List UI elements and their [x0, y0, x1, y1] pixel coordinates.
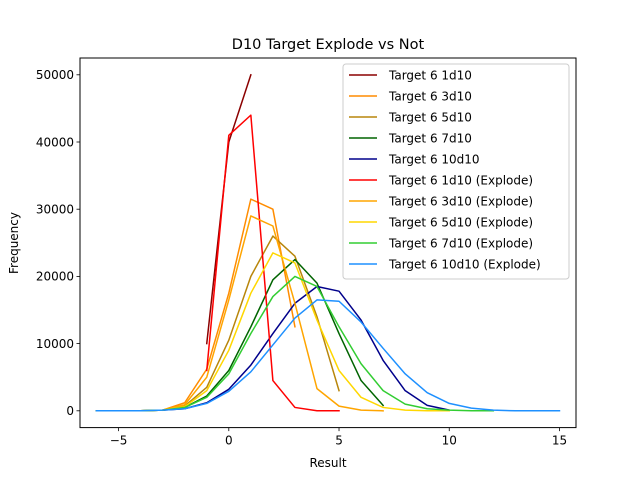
legend-label: Target 6 10d10 (Explode) — [388, 257, 541, 271]
x-tick-label: −5 — [110, 434, 128, 448]
chart-title: D10 Target Explode vs Not — [232, 37, 425, 53]
legend-label: Target 6 1d10 (Explode) — [388, 173, 533, 187]
legend-label: Target 6 7d10 (Explode) — [388, 236, 533, 250]
series-lines — [95, 73, 561, 412]
series-line-6 — [205, 114, 340, 412]
legend-label: Target 6 5d10 — [388, 110, 472, 124]
legend-label: Target 6 10d10 — [388, 152, 480, 166]
legend-label: Target 6 3d10 — [388, 89, 472, 103]
y-tick-label: 10000 — [36, 337, 74, 351]
x-tick-label: 15 — [552, 434, 567, 448]
legend-label: Target 6 5d10 (Explode) — [388, 215, 533, 229]
series-line-3 — [117, 235, 340, 412]
y-axis-label: Frequency — [7, 212, 21, 274]
plot-frame — [79, 57, 577, 429]
y-tick-label: 20000 — [36, 270, 74, 284]
series-line-2 — [161, 198, 296, 412]
x-tick-label: 5 — [335, 434, 343, 448]
y-axis: 0 10000 20000 30000 40000 50000 — [36, 68, 80, 418]
series-line-7 — [161, 215, 384, 412]
legend-label: Target 6 3d10 (Explode) — [388, 194, 533, 208]
legend-box — [342, 63, 570, 280]
x-axis: −5 0 5 10 15 — [110, 427, 567, 448]
x-tick-label: 0 — [225, 434, 233, 448]
series-line-9 — [95, 275, 495, 412]
legend: Target 6 1d10 Target 6 3d10 Target 6 5d10 T… — [342, 63, 570, 280]
y-tick-label: 0 — [66, 404, 74, 418]
x-tick-label: 10 — [442, 434, 457, 448]
legend-label: Target 6 1d10 — [388, 68, 472, 82]
y-tick-label: 40000 — [36, 135, 74, 149]
y-tick-label: 50000 — [36, 68, 74, 82]
series-line-4 — [95, 258, 385, 412]
x-axis-label: Result — [309, 456, 346, 470]
y-tick-label: 30000 — [36, 203, 74, 217]
legend-label: Target 6 7d10 — [388, 131, 472, 145]
series-line-5 — [95, 285, 451, 412]
series-line-10 — [95, 299, 561, 412]
